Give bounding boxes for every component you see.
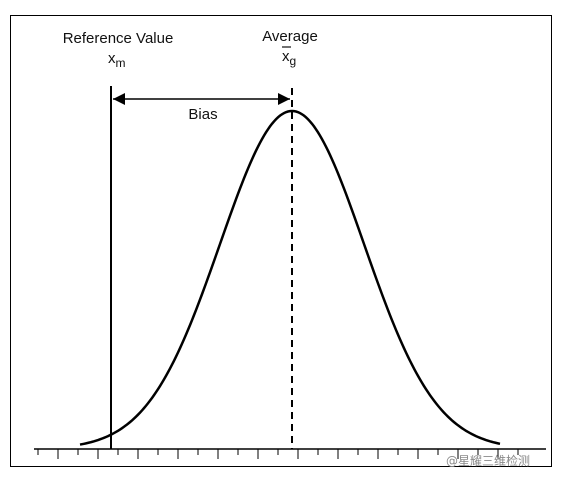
reference-symbol: xm (108, 50, 126, 70)
watermark: @星耀三维检测 (446, 453, 530, 468)
diagram-frame (10, 15, 552, 467)
bias-label: Bias (188, 106, 217, 123)
reference-value-label: Reference Value (63, 30, 174, 47)
axis-ticks (37, 449, 519, 459)
average-symbol: xg (282, 48, 296, 68)
average-label: Average (262, 28, 318, 45)
distribution-curve (79, 109, 501, 446)
